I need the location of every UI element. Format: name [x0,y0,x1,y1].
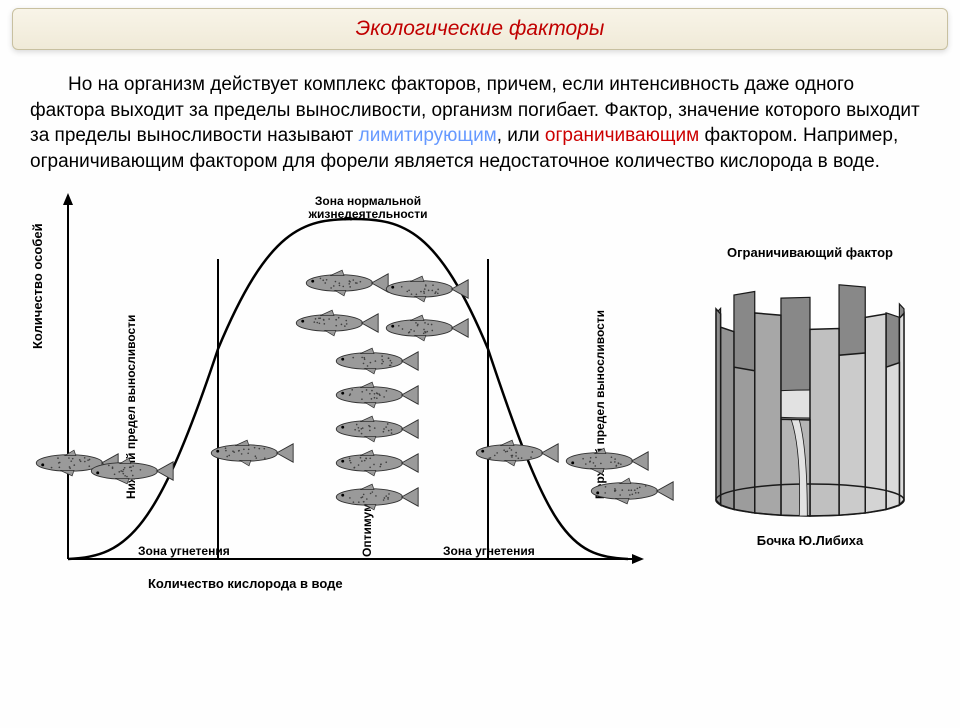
liebig-barrel: Ограничивающий фактор Бочка Ю.Либиха [690,245,930,548]
term-limiting: лимитирующим [359,125,497,146]
fish-icon [583,477,675,505]
fish-icon [203,439,295,467]
zone-suppress-right: Зона угнетения [443,544,535,558]
fish-icon [328,347,420,375]
optimum-label: Оптимум [360,503,374,557]
x-axis-label: Количество кислорода в воде [148,576,343,591]
fish-icon [83,457,175,485]
fish-icon [328,449,420,477]
fish-icon [328,381,420,409]
page-title: Экологические факторы [356,17,605,40]
fish-icon [288,309,380,337]
fish-icon [328,483,420,511]
fish-icon [328,415,420,443]
para-text2: , или [497,125,545,146]
body-paragraph: Но на организм действует комплекс фактор… [0,50,960,185]
fish-icon [298,269,390,297]
tolerance-curve-chart: Количество особей Количество кислорода в… [28,189,648,589]
zone-suppress-left: Зона угнетения [138,544,230,558]
y-axis-label: Количество особей [30,223,45,349]
zone-normal-label: Зона нормальной жизнедеятельности [278,195,458,221]
barrel-caption: Бочка Ю.Либиха [690,533,930,548]
fish-icon [558,447,650,475]
fish-icon [378,314,470,342]
title-bar: Экологические факторы [12,8,948,50]
fish-icon [468,439,560,467]
barrel-svg [710,278,910,518]
term-constraining: ограничивающим [545,125,699,146]
fish-icon [378,275,470,303]
diagram-area: Количество особей Количество кислорода в… [0,185,960,615]
barrel-title: Ограничивающий фактор [690,245,930,260]
